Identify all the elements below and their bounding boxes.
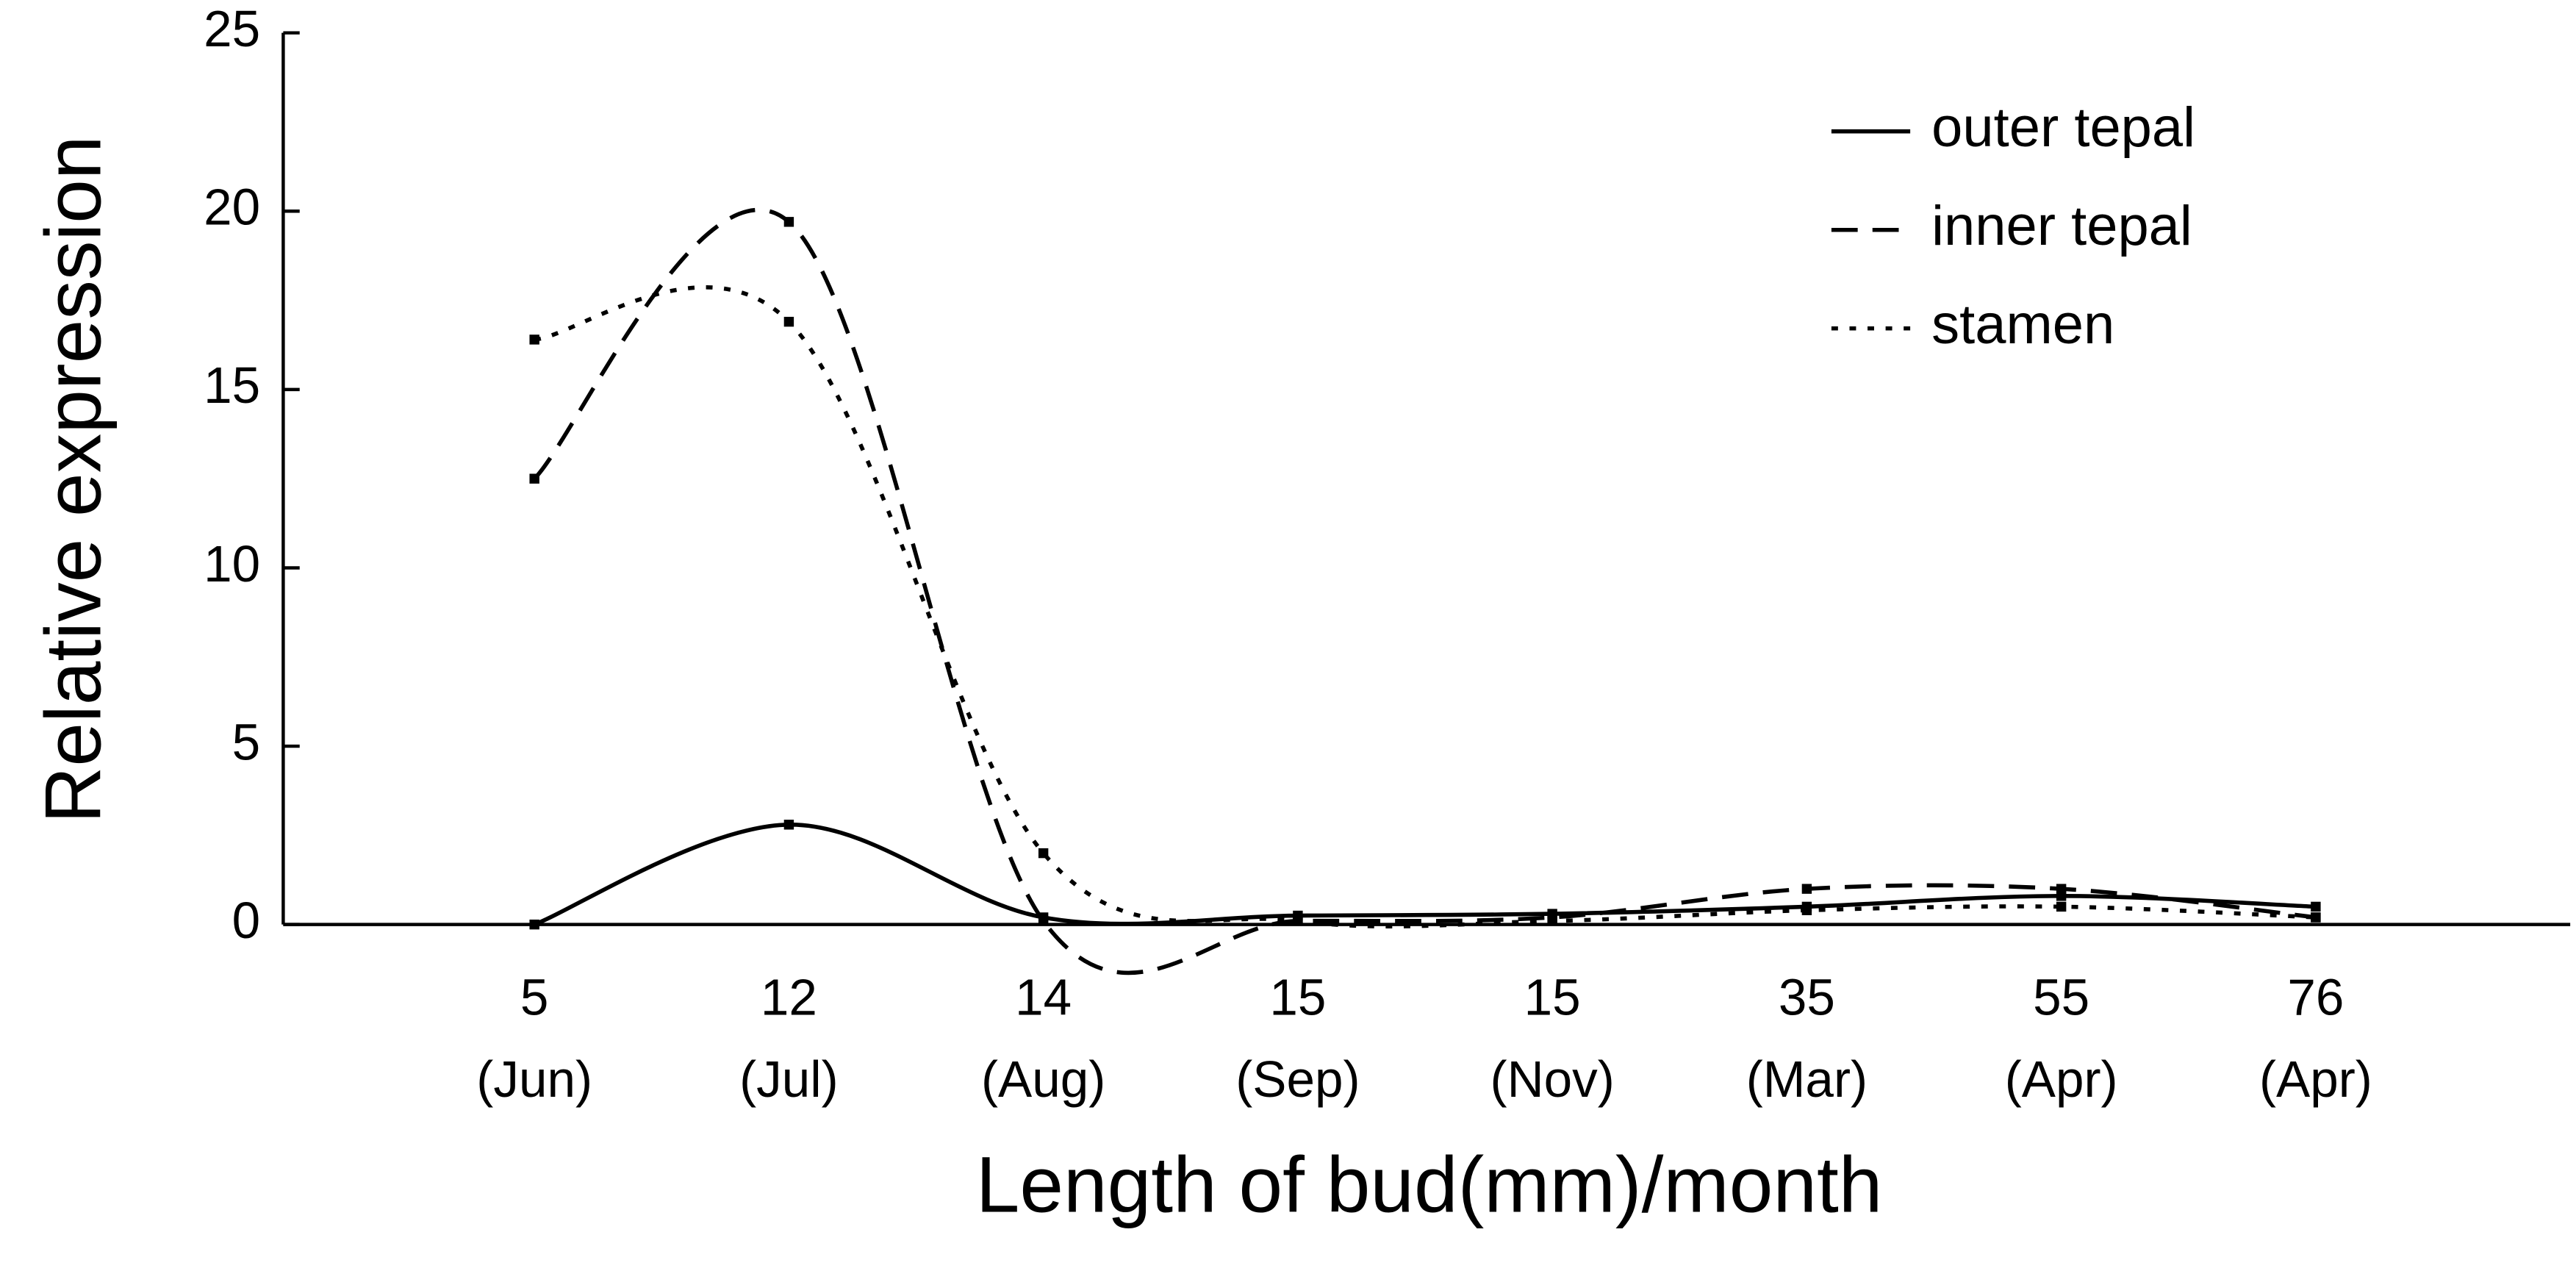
legend-label: inner tepal — [1931, 195, 2192, 257]
point-marker — [783, 316, 794, 327]
series-line — [534, 285, 2317, 928]
x-tick-label: (Apr) — [2005, 1050, 2118, 1108]
x-tick-label: 35 — [1779, 969, 1835, 1026]
x-tick-label: 15 — [1269, 969, 1326, 1026]
y-tick-label: 10 — [204, 535, 260, 592]
point-marker — [1801, 884, 1812, 894]
point-marker — [1038, 916, 1049, 926]
y-tick-label: 20 — [204, 179, 260, 236]
x-tick-label: 14 — [1015, 969, 1072, 1026]
point-marker — [783, 820, 794, 830]
y-tick-label: 5 — [232, 713, 261, 770]
x-tick-label: (Apr) — [2259, 1050, 2372, 1108]
point-marker — [529, 334, 539, 345]
x-tick-label: 5 — [520, 969, 549, 1026]
point-marker — [2311, 901, 2321, 912]
x-axis-title: Length of bud(mm)/month — [976, 1141, 1883, 1229]
point-marker — [2056, 901, 2067, 912]
point-marker — [529, 919, 539, 930]
x-tick-label: (Jul) — [739, 1050, 839, 1108]
x-tick-label: 55 — [2033, 969, 2089, 1026]
point-marker — [1547, 916, 1557, 926]
y-tick-label: 0 — [232, 892, 261, 949]
y-tick-label: 25 — [204, 0, 260, 57]
point-marker — [529, 473, 539, 484]
point-marker — [2056, 884, 2067, 894]
point-marker — [1038, 848, 1049, 859]
y-tick-label: 15 — [204, 357, 260, 414]
point-marker — [1293, 916, 1303, 926]
x-tick-label: (Sep) — [1235, 1050, 1360, 1108]
legend-label: stamen — [1931, 293, 2114, 356]
x-tick-label: 76 — [2287, 969, 2344, 1026]
x-tick-label: 12 — [761, 969, 817, 1026]
x-tick-label: (Jun) — [476, 1050, 592, 1108]
point-marker — [1801, 905, 1812, 915]
x-tick-label: (Mar) — [1746, 1050, 1868, 1108]
y-axis-title: Relative expression — [29, 135, 118, 823]
x-tick-label: (Nov) — [1490, 1050, 1615, 1108]
point-marker — [2311, 912, 2321, 923]
legend-label: outer tepal — [1931, 96, 2195, 159]
x-tick-label: 15 — [1524, 969, 1581, 1026]
x-tick-label: (Aug) — [981, 1050, 1105, 1108]
series-line — [534, 823, 2317, 927]
point-marker — [783, 217, 794, 227]
